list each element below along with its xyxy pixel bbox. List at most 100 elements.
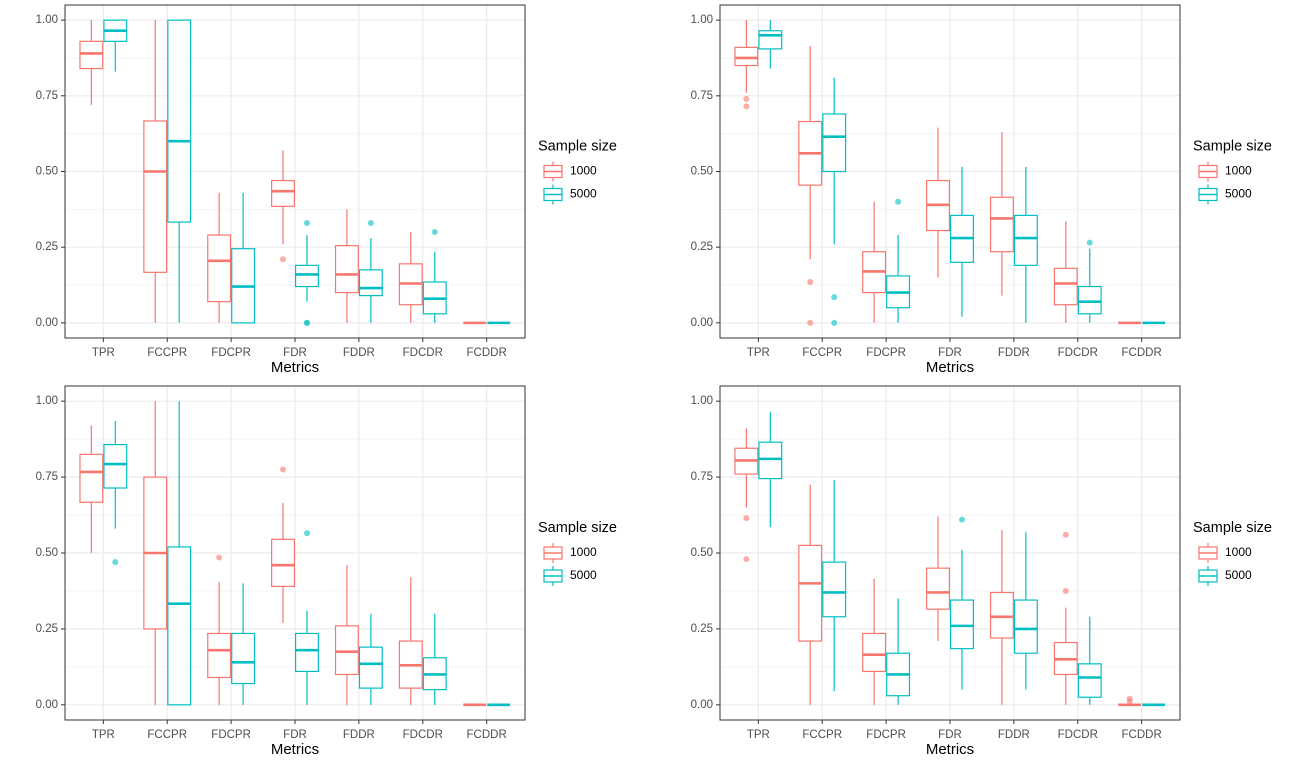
box — [207, 234, 232, 303]
legend-label: 5000 — [570, 187, 597, 201]
y-tick-label: 0.00 — [36, 317, 58, 329]
y-tick-label: 0.50 — [36, 166, 58, 178]
x-tick-label: FDCDR — [403, 347, 443, 359]
box — [358, 646, 383, 689]
panel: 0.00 0.25 0.50 0.75 1.00 TPR FCCPR FDCPR FDR FDDR… — [691, 385, 1272, 758]
x-tick-label: FCCPR — [147, 347, 187, 359]
y-tick-label: 0.75 — [36, 90, 58, 102]
x-tick-label: FDR — [938, 347, 962, 359]
outlier — [303, 219, 310, 226]
x-axis-title: Metrics — [926, 359, 974, 376]
box — [167, 546, 192, 706]
outlier — [958, 516, 965, 523]
outlier — [1126, 698, 1133, 705]
box — [862, 632, 887, 673]
y-tick-label: 1.00 — [691, 395, 713, 407]
x-tick-label: TPR — [747, 347, 770, 359]
box — [271, 538, 296, 588]
box — [79, 40, 104, 70]
legend-label: 1000 — [1225, 545, 1252, 559]
box — [294, 264, 319, 288]
outlier — [807, 278, 814, 285]
x-axis-title: Metrics — [926, 741, 974, 758]
outlier — [831, 319, 838, 326]
box — [989, 591, 1014, 639]
outlier — [1062, 587, 1069, 594]
box — [758, 441, 783, 480]
panel: 0.00 0.25 0.50 0.75 1.00 TPR FCCPR FDCPR FDR FDDR… — [691, 4, 1272, 376]
x-tick-label: FCDDR — [467, 347, 507, 359]
panel: 0.00 0.25 0.50 0.75 1.00 TPR FCCPR FDCPR FDR FDDR… — [36, 385, 617, 758]
x-tick-label: FDR — [283, 729, 307, 741]
x-tick-label: FDCPR — [866, 729, 906, 741]
y-tick-label: 0.25 — [691, 241, 713, 253]
x-tick-label: TPR — [92, 347, 115, 359]
y-tick-label: 0.25 — [36, 623, 58, 635]
x-tick-label: FDCPR — [211, 729, 251, 741]
legend-title: Sample size — [1193, 520, 1272, 536]
y-tick-label: 0.75 — [691, 90, 713, 102]
outlier — [1086, 239, 1093, 246]
legend-label: 5000 — [570, 568, 597, 582]
box — [949, 599, 974, 650]
box — [1013, 599, 1038, 654]
y-tick-label: 0.50 — [691, 547, 713, 559]
legend-title: Sample size — [538, 138, 617, 154]
box — [822, 113, 847, 173]
box — [926, 567, 951, 610]
box — [1053, 267, 1078, 306]
panel-border — [719, 385, 1181, 721]
x-tick-label: FDDR — [998, 729, 1030, 741]
legend-label: 5000 — [1225, 568, 1252, 582]
box — [79, 453, 104, 503]
box — [167, 19, 192, 223]
panel-border — [64, 385, 526, 721]
x-tick-label: FCCPR — [802, 729, 842, 741]
outlier — [367, 219, 374, 226]
outlier — [1062, 531, 1069, 538]
x-axis-title: Metrics — [271, 741, 319, 758]
y-tick-label: 1.00 — [36, 395, 58, 407]
outlier — [895, 198, 902, 205]
panel-border — [64, 4, 526, 339]
box — [798, 544, 823, 642]
outlier — [280, 466, 287, 473]
y-tick-label: 0.25 — [691, 623, 713, 635]
box — [1077, 285, 1102, 315]
x-tick-label: FDCPR — [211, 347, 251, 359]
legend-label: 1000 — [570, 545, 597, 559]
box — [207, 632, 232, 679]
legend-title: Sample size — [538, 520, 617, 536]
legend-title: Sample size — [1193, 138, 1272, 154]
x-tick-label: TPR — [747, 729, 770, 741]
outlier — [743, 95, 750, 102]
outlier — [807, 319, 814, 326]
x-tick-label: FDCDR — [1058, 729, 1098, 741]
outlier — [303, 530, 310, 537]
x-tick-label: FCCPR — [147, 729, 187, 741]
y-tick-label: 0.50 — [691, 166, 713, 178]
outlier — [280, 256, 287, 263]
y-tick-label: 0.00 — [691, 699, 713, 711]
outlier — [303, 319, 310, 326]
outlier — [216, 554, 223, 561]
legend-label: 1000 — [1225, 164, 1252, 178]
box — [143, 120, 168, 273]
outlier — [112, 559, 119, 566]
box — [231, 632, 256, 685]
x-tick-label: FDCDR — [403, 729, 443, 741]
x-tick-label: FDDR — [998, 347, 1030, 359]
box — [334, 625, 359, 676]
box — [103, 444, 128, 489]
x-tick-label: FCDDR — [1122, 729, 1162, 741]
x-tick-label: FDCDR — [1058, 347, 1098, 359]
outlier — [743, 103, 750, 110]
box — [1013, 214, 1038, 266]
box — [822, 561, 847, 618]
x-tick-label: FDR — [938, 729, 962, 741]
y-tick-label: 0.25 — [36, 241, 58, 253]
y-tick-label: 0.75 — [691, 471, 713, 483]
legend-label: 5000 — [1225, 187, 1252, 201]
y-tick-label: 0.00 — [691, 317, 713, 329]
